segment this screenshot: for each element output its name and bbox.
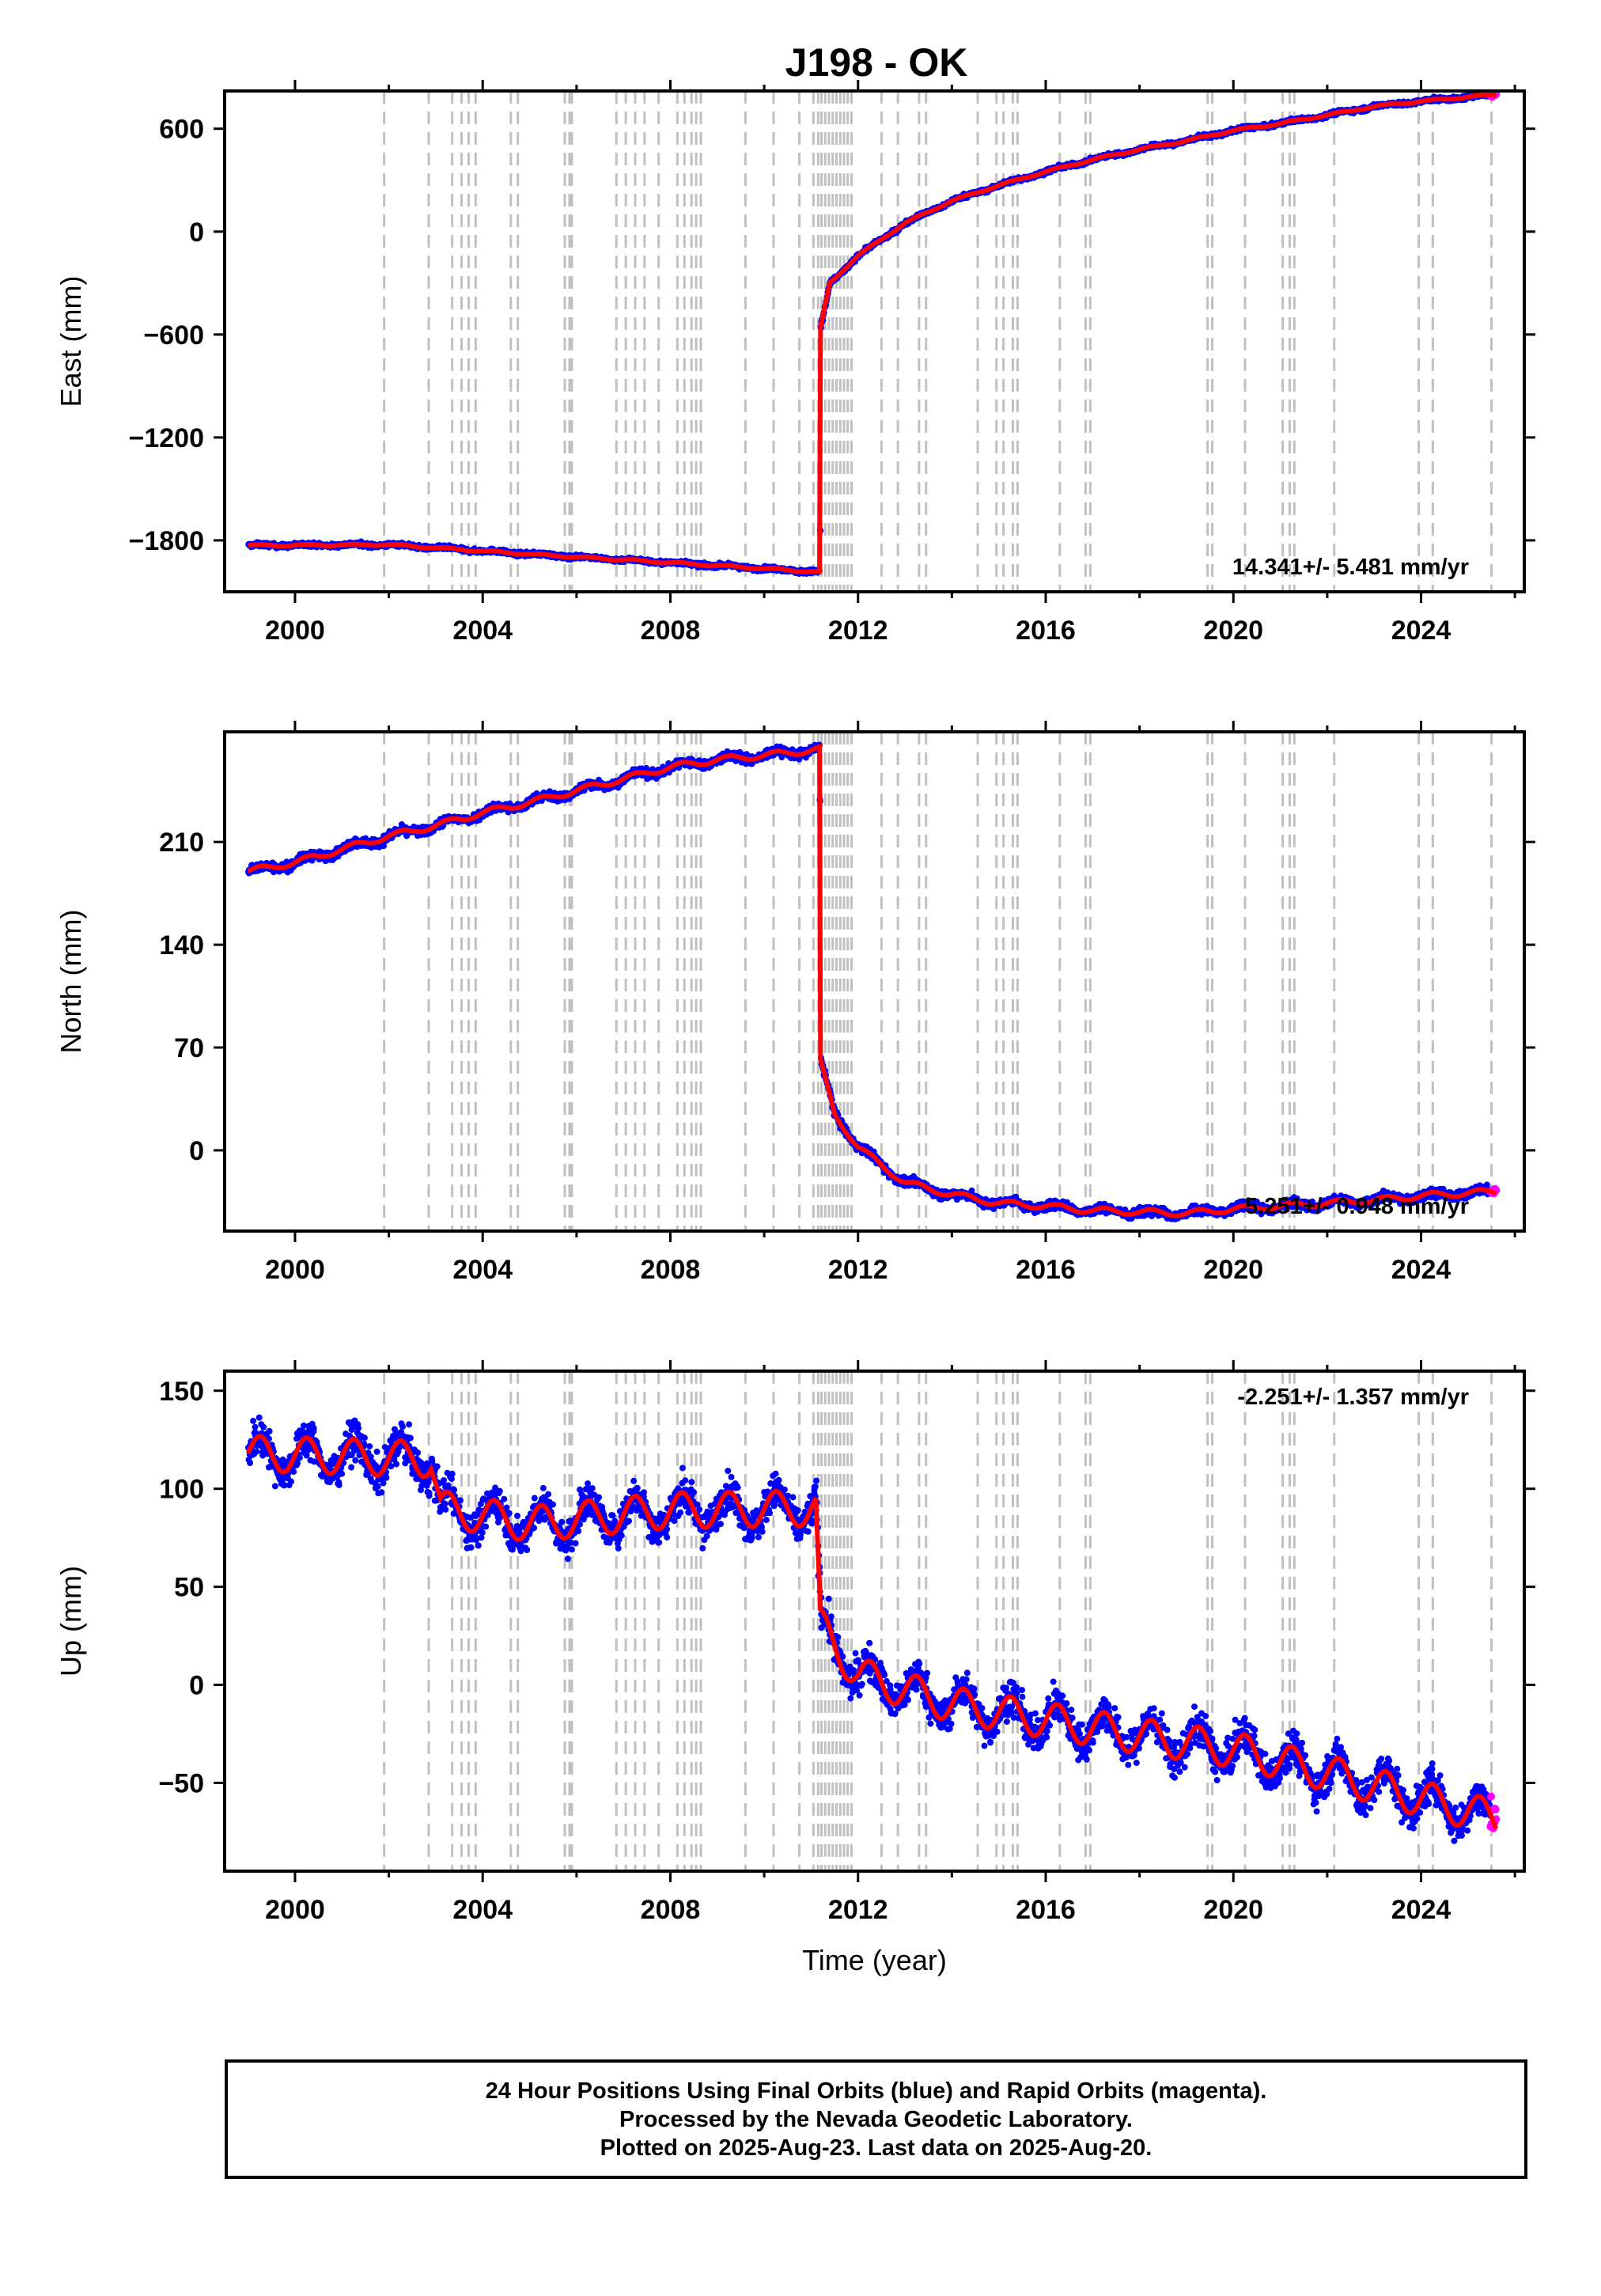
east-x-tick-label: 2012 (828, 616, 888, 646)
east-x-tick-label: 2020 (1203, 616, 1263, 646)
east-y-tick-label: −1200 (129, 423, 205, 453)
chart-title: J198 - OK (785, 40, 968, 85)
east-rate-label: 14.341+/- 5.481 mm/yr (1232, 555, 1469, 580)
east-events (383, 91, 1493, 592)
east-y-tick-label: 0 (189, 218, 204, 248)
east-x-tick-label: 2004 (452, 616, 513, 646)
east-x-tick-label: 2008 (641, 616, 701, 646)
east-y-tick-label: 600 (159, 115, 204, 145)
east-series (245, 90, 1493, 577)
east-y-tick-label: −1800 (129, 526, 205, 556)
east-y-tick-label: −600 (143, 320, 204, 350)
east-panel: 2000 2004 2008 2012 2016 2020 2024 −1800 −1200 −6… (55, 80, 1535, 646)
north-events (383, 732, 1493, 1231)
east-x-tick-label: 2024 (1391, 616, 1451, 646)
east-x-tick-label: 2000 (265, 616, 325, 646)
east-plot-frame (223, 89, 1526, 593)
east-x-tick-label: 2016 (1016, 616, 1076, 646)
east-trend-line (248, 92, 1497, 574)
east-y-axis-label: East (mm) (55, 276, 87, 407)
